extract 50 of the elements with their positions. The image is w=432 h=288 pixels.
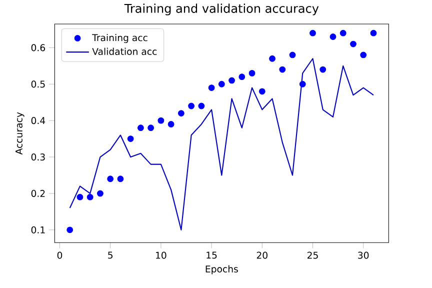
point: [138, 124, 144, 132]
line-series: [69, 58, 374, 230]
point: [248, 70, 256, 76]
point: [238, 74, 246, 80]
point: [127, 136, 134, 142]
point: [178, 110, 184, 116]
point: [370, 30, 377, 36]
x-tick-label: 25: [308, 252, 318, 259]
y-tick-label: 0.1: [31, 226, 45, 234]
point: [97, 190, 104, 197]
y-tick-label: 0.4: [31, 117, 46, 124]
point: [188, 102, 195, 110]
point: [148, 124, 154, 132]
chart-title: Training and validation accuracy: [124, 4, 319, 16]
point: [310, 30, 316, 36]
point: [158, 117, 164, 124]
point: [66, 226, 74, 234]
y-tick-label: 0.3: [31, 153, 45, 161]
x-tick-label: 10: [156, 252, 166, 259]
point: [228, 77, 235, 84]
x-tick-label: 5: [108, 252, 112, 259]
point: [269, 55, 276, 62]
point: [198, 102, 205, 110]
point: [289, 52, 296, 58]
point: [340, 30, 346, 36]
x-tick-label: 20: [256, 252, 268, 259]
point: [320, 66, 326, 73]
y-axis-title: Accuracy: [16, 112, 24, 155]
point: [258, 88, 266, 95]
point: [76, 194, 84, 200]
point: [168, 121, 174, 128]
y-tick-label: 0.5: [31, 80, 45, 88]
y-tick-label: 0.6: [31, 44, 46, 52]
point: [360, 52, 367, 58]
x-axis-title: Epochs: [206, 265, 238, 274]
point: [107, 176, 114, 182]
y-tick-label: 0.2: [31, 190, 45, 197]
legend-label: Validation acc: [92, 48, 157, 56]
legend-label: Training acc: [92, 34, 148, 44]
point: [86, 194, 94, 200]
point: [279, 66, 286, 73]
point: [218, 80, 225, 88]
point: [299, 80, 306, 88]
x-tick-label: 15: [206, 252, 217, 259]
point: [330, 34, 336, 40]
point: [117, 176, 124, 182]
x-tick-label: 30: [358, 252, 369, 259]
x-tick-label: 0: [57, 252, 62, 259]
point: [208, 84, 215, 91]
point: [350, 40, 356, 48]
